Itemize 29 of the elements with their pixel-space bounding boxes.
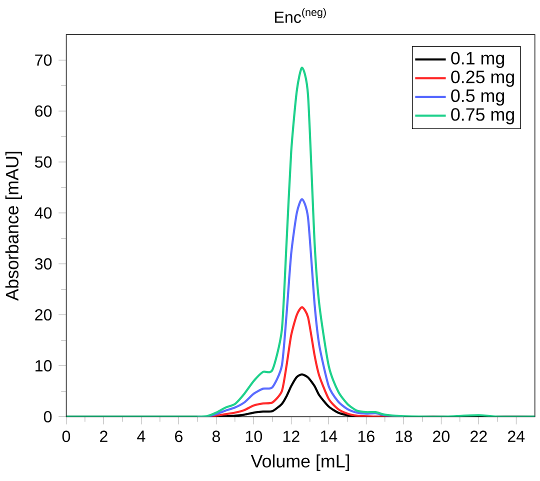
legend-label: 0.1 mg [451,52,504,68]
y-tick-label: 60 [35,105,52,117]
x-tick-label: 8 [212,430,220,442]
legend-label: 0.5 mg [451,89,504,106]
y-tick-label: 30 [34,258,52,270]
y-tick-label: 70 [35,54,52,66]
x-tick-label: 24 [508,430,525,442]
x-tick-label: 20 [433,430,450,442]
y-tick-label: 40 [34,207,52,218]
y-tick-label: 20 [35,308,52,320]
x-tick-label: 22 [470,430,487,442]
y-tick-label: 50 [34,156,52,168]
x-tick-label: 4 [137,430,146,442]
y-tick-label: 10 [36,360,52,372]
y-axis-title: Absorbance [mAU] [5,152,22,301]
x-tick-label: 0 [62,430,70,442]
x-tick-label: 6 [175,430,182,442]
chart-title: Enc$^{(neg)}$ [275,8,326,23]
x-tick-label: 16 [358,430,374,442]
x-tick-label: 12 [283,430,300,442]
y-tick-label: 0 [44,410,52,422]
legend-label: 0.75 mg [451,108,514,124]
legend-label: 0.25 mg [451,70,514,87]
x-tick-label: 18 [396,430,412,442]
line-series [66,66,535,417]
x-axis-title: Volume [mL] [250,454,350,471]
x-tick-label: 14 [320,430,338,442]
x-tick-label: 10 [246,430,262,442]
x-tick-label: 2 [100,430,108,442]
